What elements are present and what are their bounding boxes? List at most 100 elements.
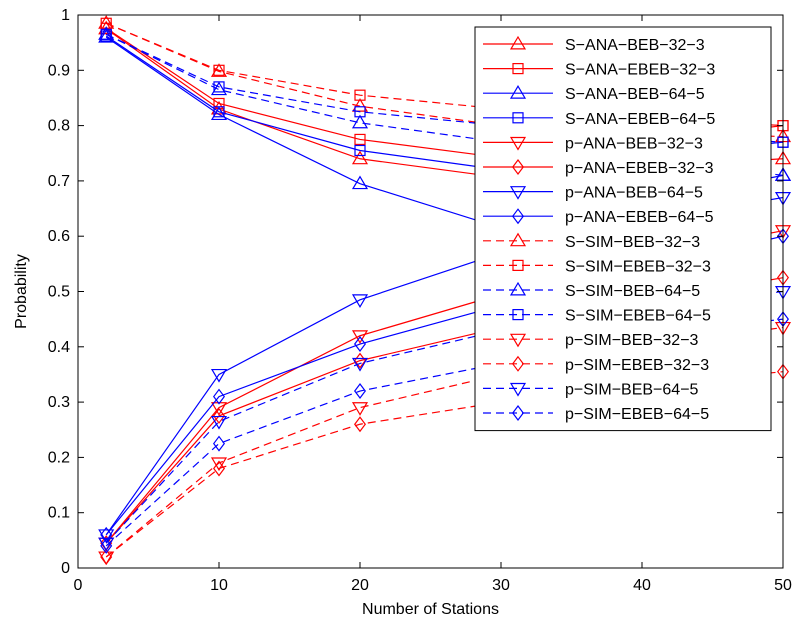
legend-marker <box>509 186 527 200</box>
legend-marker <box>509 232 527 247</box>
legend-marker <box>509 35 527 50</box>
legend-marker <box>509 136 527 151</box>
legend-label: S−SIM−EBEB−32−3 <box>565 258 711 275</box>
data-point <box>100 28 112 40</box>
data-point <box>213 106 225 118</box>
legend-marker <box>512 208 524 225</box>
data-point <box>100 548 113 565</box>
legend-entry: p−ANA−EBEB−32−3 <box>483 159 714 177</box>
data-point <box>354 336 366 353</box>
legend-label: S−SIM−EBEB−64−5 <box>565 308 711 325</box>
legend-entry: S−ANA−BEB−64−5 <box>483 85 705 103</box>
legend-marker <box>509 333 527 348</box>
axes: 0 10 20 30 40 50 0 0.1 0.2 0.3 0.4 0.5 0.6 0.7 0.8 0.9 1 <box>48 7 792 594</box>
legend-entry: S−SIM−EBEB−32−3 <box>483 258 711 275</box>
x-axis-label: Number of Stations <box>362 601 499 618</box>
y-tick-label: 1 <box>61 7 70 24</box>
legend-marker <box>512 355 524 372</box>
legend-label: p−SIM−BEB−64−5 <box>565 381 699 398</box>
x-tick-label: 0 <box>74 577 83 594</box>
legend-label: S−ANA−EBEB−32−3 <box>565 62 715 79</box>
data-point <box>98 529 115 544</box>
data-point <box>213 64 225 76</box>
legend-label: S−ANA−BEB−64−5 <box>565 86 705 103</box>
legend-entry: S−ANA−BEB−32−3 <box>483 35 705 54</box>
x-tick-label: 20 <box>351 577 369 594</box>
legend-label: p−ANA−EBEB−64−5 <box>565 209 714 226</box>
legend-entry: p−ANA−EBEB−64−5 <box>483 208 714 226</box>
legend-label: S−ANA−BEB−32−3 <box>565 37 705 54</box>
legend-label: p−ANA−BEB−32−3 <box>565 135 703 152</box>
data-point <box>213 407 225 424</box>
legend-entry: p−ANA−BEB−64−5 <box>483 185 703 202</box>
legend-label: p−ANA−EBEB−32−3 <box>565 160 714 177</box>
data-point <box>100 537 113 554</box>
data-point <box>351 98 369 112</box>
legend-marker <box>512 405 524 421</box>
data-point <box>210 457 228 472</box>
legend-marker <box>512 309 524 321</box>
data-point <box>210 81 228 96</box>
legend-label: p−SIM−EBEB−64−5 <box>565 406 709 423</box>
legend-label: S−SIM−BEB−64−5 <box>565 283 700 300</box>
x-tick-label: 30 <box>492 577 510 594</box>
y-tick-label: 0.3 <box>48 394 70 411</box>
data-point <box>351 402 369 416</box>
legend-entry: S−ANA−EBEB−64−5 <box>483 111 715 128</box>
data-point <box>351 150 369 165</box>
legend-marker <box>512 159 524 175</box>
data-point <box>354 106 366 118</box>
legend-entry: S−SIM−BEB−64−5 <box>483 281 700 300</box>
legend-label: S−ANA−EBEB−64−5 <box>565 111 715 128</box>
data-point <box>351 330 369 344</box>
legend-entry: S−SIM−BEB−32−3 <box>483 232 700 251</box>
y-tick-label: 0.7 <box>48 173 70 190</box>
y-tick-label: 0.8 <box>48 118 70 135</box>
data-point <box>213 388 225 405</box>
legend-entry: S−SIM−EBEB−64−5 <box>483 308 711 325</box>
legend-label: p−SIM−BEB−32−3 <box>565 332 699 349</box>
y-tick-label: 0.4 <box>48 339 70 356</box>
y-axis-label: Probability <box>13 254 30 329</box>
legend-entry: S−ANA−EBEB−32−3 <box>483 62 715 79</box>
x-tick-label: 40 <box>633 577 651 594</box>
legend-label: p−ANA−BEB−64−5 <box>565 185 703 202</box>
legend-marker <box>512 62 524 75</box>
y-tick-label: 0.5 <box>48 284 70 301</box>
x-tick-label: 10 <box>210 577 228 594</box>
data-point <box>213 460 225 477</box>
y-tick-label: 0.6 <box>48 228 70 245</box>
legend-label: S−SIM−BEB−32−3 <box>565 234 700 251</box>
y-tick-label: 0 <box>61 560 70 577</box>
y-tick-label: 0.1 <box>48 505 70 522</box>
y-tick-label: 0.2 <box>48 449 70 466</box>
y-tick-label: 0.9 <box>48 62 70 79</box>
data-point <box>354 416 366 433</box>
data-point <box>210 415 228 430</box>
data-point <box>210 63 228 77</box>
data-point <box>351 175 369 190</box>
data-point <box>354 144 366 157</box>
legend-entry: p−SIM−EBEB−64−5 <box>483 405 709 423</box>
data-point <box>213 435 225 452</box>
data-point <box>351 294 369 308</box>
legend-entry: p−ANA−BEB−32−3 <box>483 135 703 152</box>
data-point <box>351 357 369 372</box>
legend-entry: p−SIM−EBEB−32−3 <box>483 355 709 374</box>
x-tick-label: 50 <box>774 577 792 594</box>
legend-marker <box>512 112 524 124</box>
data-point <box>354 383 366 400</box>
data-point <box>351 114 369 129</box>
legend-label: p−SIM−EBEB−32−3 <box>565 357 709 374</box>
data-point <box>354 133 366 146</box>
legend-entry: p−SIM−BEB−32−3 <box>483 332 699 349</box>
data-point <box>210 106 228 121</box>
legend-marker <box>509 281 527 296</box>
data-point <box>213 81 225 93</box>
legend-marker <box>509 382 527 397</box>
series-line <box>105 326 784 558</box>
legend-entry: p−SIM−BEB−64−5 <box>483 381 699 398</box>
data-point <box>210 368 228 383</box>
legend-marker <box>512 259 524 271</box>
